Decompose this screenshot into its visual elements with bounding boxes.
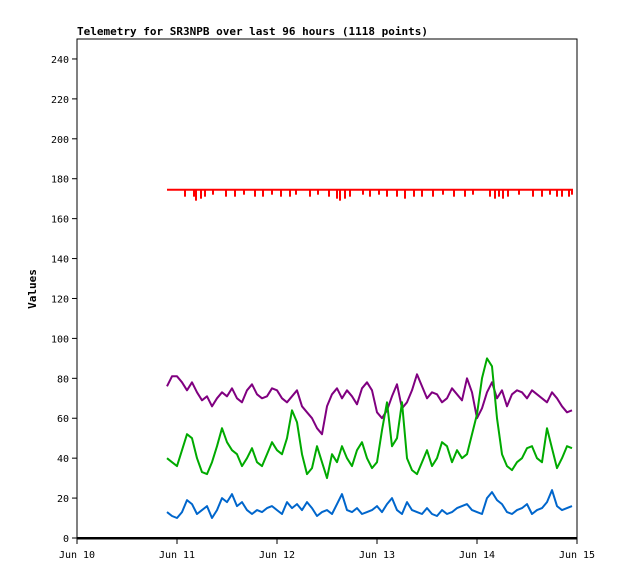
- y-tick-label: 220: [51, 95, 69, 106]
- chart-title: Telemetry for SR3NPB over last 96 hours …: [77, 25, 428, 38]
- y-tick-label: 240: [51, 55, 69, 66]
- y-tick-label: 0: [63, 534, 69, 545]
- y-tick-label: 140: [51, 255, 69, 266]
- y-tick-label: 180: [51, 175, 69, 186]
- y-tick-label: 100: [51, 334, 69, 345]
- x-tick-label: Jun 14: [459, 550, 495, 561]
- y-axis: 0 20 40 60 80 100 120 140 160 180 200 220 240: [51, 55, 77, 545]
- x-tick-label: Jun 11: [159, 550, 195, 561]
- y-tick-label: 120: [51, 294, 69, 305]
- x-tick-label: Jun 10: [59, 550, 95, 561]
- series-line-1: [166, 373, 573, 436]
- x-tick-label: Jun 13: [359, 550, 395, 561]
- y-tick-label: 200: [51, 135, 69, 146]
- x-tick-label: Jun 12: [259, 550, 295, 561]
- x-axis: Jun 10 Jun 11 Jun 12 Jun 13 Jun 14 Jun 15: [59, 538, 595, 561]
- y-tick-label: 60: [57, 414, 69, 425]
- series-layer: [166, 188, 573, 519]
- x-tick-label: Jun 15: [559, 550, 595, 561]
- y-axis-label: Values: [26, 269, 39, 309]
- series-line-2: [166, 357, 573, 480]
- y-tick-label: 160: [51, 215, 69, 226]
- series-red-baseline: [167, 188, 573, 201]
- y-tick-label: 80: [57, 374, 69, 385]
- y-tick-label: 20: [57, 494, 69, 505]
- series-line-3: [166, 489, 573, 519]
- plot-area-frame: [76, 38, 578, 540]
- y-tick-label: 40: [57, 454, 69, 465]
